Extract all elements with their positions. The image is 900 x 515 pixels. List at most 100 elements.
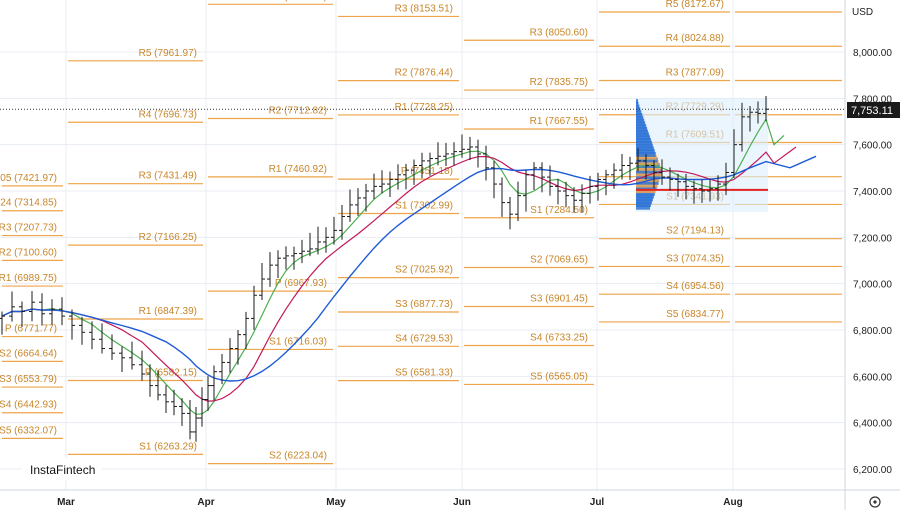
candle xyxy=(29,291,35,322)
pivot-label: S5 (6834.77) xyxy=(666,309,724,320)
y-tick-label: 6,400.00 xyxy=(853,419,892,430)
candle xyxy=(179,398,185,426)
candle xyxy=(139,350,145,381)
volume-profile-bar xyxy=(636,190,655,196)
candle xyxy=(587,175,593,204)
candle xyxy=(459,134,465,158)
y-tick-label: 7,800.00 xyxy=(853,94,892,105)
candle xyxy=(411,159,417,186)
candle xyxy=(507,196,513,230)
pivot-label: 24 (7314.85) xyxy=(0,198,57,209)
volume-profile-bar xyxy=(636,201,651,207)
candle xyxy=(675,173,681,197)
x-tick-label: Apr xyxy=(197,497,214,508)
pivot-label: R3 (8153.51) xyxy=(395,3,453,14)
y-tick-label: 6,600.00 xyxy=(853,372,892,383)
candle xyxy=(635,148,641,172)
candle xyxy=(355,188,361,216)
y-tick-label: 8,000.00 xyxy=(853,48,892,59)
volume-profile-bar xyxy=(636,112,643,118)
brand-label: InstaFintech xyxy=(30,463,95,477)
pivot-label: S4 (6442.93) xyxy=(0,400,57,411)
candle xyxy=(243,311,249,349)
ma-slow-line xyxy=(1,155,817,382)
pivot-label: S3 (6553.79) xyxy=(0,374,57,385)
volume-profile-bar xyxy=(636,171,662,177)
pivot-label: S5 (6581.33) xyxy=(395,368,453,379)
pivot-label: S2 (6664.64) xyxy=(0,348,57,359)
volume-profile-bar xyxy=(636,129,649,135)
candle xyxy=(699,179,705,203)
y-tick-label: 7,000.00 xyxy=(853,280,892,291)
candle xyxy=(235,329,241,365)
candle xyxy=(683,173,689,200)
pivot-label: R5 (8172.67) xyxy=(666,0,724,10)
volume-profile-bar xyxy=(636,110,642,116)
settings-gear-core xyxy=(873,500,877,504)
candle xyxy=(339,204,345,240)
pivot-label: S4 (6729.53) xyxy=(395,333,453,344)
candle xyxy=(307,232,313,257)
candle xyxy=(69,309,75,340)
candle xyxy=(467,136,473,161)
candle xyxy=(323,227,329,253)
grid xyxy=(0,0,845,490)
candle xyxy=(347,189,353,222)
settings-gear-icon xyxy=(869,496,881,508)
candle xyxy=(619,153,625,180)
y-tick-label: 7,400.00 xyxy=(853,187,892,198)
candle xyxy=(129,341,135,370)
candle xyxy=(155,370,161,401)
candle xyxy=(475,139,481,168)
candle xyxy=(299,239,305,264)
candle xyxy=(331,216,337,245)
x-tick-label: Mar xyxy=(57,497,75,508)
candle xyxy=(643,154,649,180)
candle xyxy=(563,181,569,208)
volume-profile-bar xyxy=(636,182,658,188)
candle xyxy=(571,187,577,213)
settings-button[interactable] xyxy=(869,496,881,508)
candle xyxy=(227,338,233,373)
pivot-label: P (7451.18) xyxy=(401,166,453,177)
volume-profile-bar xyxy=(636,146,654,152)
candle xyxy=(219,353,225,385)
pivot-label: S5 (6332.07) xyxy=(0,425,57,436)
candle xyxy=(515,181,521,221)
candle xyxy=(119,346,125,372)
candle xyxy=(531,162,537,190)
candle xyxy=(371,173,377,200)
volume-profile-bar xyxy=(636,179,659,185)
volume-profile xyxy=(636,98,768,212)
pivot-label: S4 (6733.25) xyxy=(530,332,588,343)
candle xyxy=(747,105,753,132)
candle xyxy=(611,163,617,189)
candle xyxy=(523,169,529,212)
candle xyxy=(187,399,193,440)
volume-profile-bar xyxy=(636,149,655,155)
volume-profile-bar xyxy=(636,99,638,105)
candle xyxy=(259,262,265,301)
currency-selector[interactable]: USD xyxy=(846,0,900,22)
candle xyxy=(395,164,401,190)
volume-profile-bar xyxy=(636,107,641,113)
candle xyxy=(483,145,489,181)
candle xyxy=(555,178,561,205)
pivot-label: S1 (6263.29) xyxy=(139,441,197,452)
candle xyxy=(723,162,729,196)
pivot-label: R1 (6847.39) xyxy=(139,306,197,317)
candle xyxy=(49,299,55,325)
candles xyxy=(0,96,769,442)
y-tick-label: 6,800.00 xyxy=(853,326,892,337)
pivot-label: S3 (7074.35) xyxy=(666,253,724,264)
candle xyxy=(499,177,505,217)
candle xyxy=(491,161,497,199)
pivot-label: S1 (7302.99) xyxy=(395,200,453,211)
pivot-label: P (6771.77) xyxy=(5,324,57,335)
candle xyxy=(315,226,321,255)
brand-watermark: InstaFintech xyxy=(22,458,102,480)
volume-profile-bar xyxy=(636,157,658,163)
volume-profile-bar xyxy=(636,126,648,132)
